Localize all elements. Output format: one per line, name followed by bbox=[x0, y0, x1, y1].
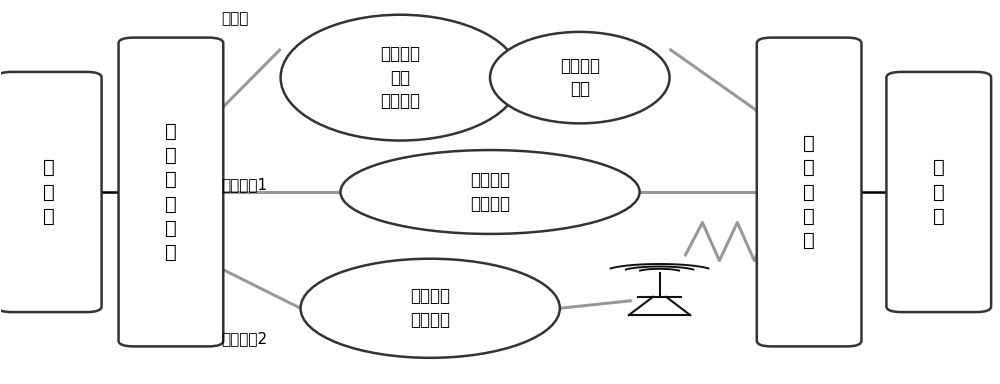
Text: 备用通道2: 备用通道2 bbox=[221, 331, 267, 346]
Text: 站
智
能
路
由: 站 智 能 路 由 bbox=[803, 134, 815, 250]
Text: 干线传输
环网
或网状网: 干线传输 环网 或网状网 bbox=[380, 45, 420, 110]
Text: 主通道: 主通道 bbox=[221, 11, 248, 26]
FancyBboxPatch shape bbox=[886, 72, 991, 312]
Text: 无线公网
传输网络: 无线公网 传输网络 bbox=[410, 288, 450, 329]
FancyBboxPatch shape bbox=[757, 38, 861, 346]
FancyBboxPatch shape bbox=[0, 72, 102, 312]
Ellipse shape bbox=[490, 32, 670, 123]
Ellipse shape bbox=[281, 15, 520, 141]
FancyBboxPatch shape bbox=[119, 38, 223, 346]
Ellipse shape bbox=[301, 259, 560, 358]
Text: 收
费
站: 收 费 站 bbox=[933, 158, 945, 226]
Text: 路段接入
环网: 路段接入 环网 bbox=[560, 57, 600, 98]
Text: 备用通道1: 备用通道1 bbox=[221, 177, 267, 192]
Text: 省
中
心: 省 中 心 bbox=[43, 158, 55, 226]
Text: 中
心
智
能
路
由: 中 心 智 能 路 由 bbox=[165, 122, 177, 262]
Ellipse shape bbox=[340, 150, 640, 234]
Text: 有线公网
传输网络: 有线公网 传输网络 bbox=[470, 171, 510, 213]
